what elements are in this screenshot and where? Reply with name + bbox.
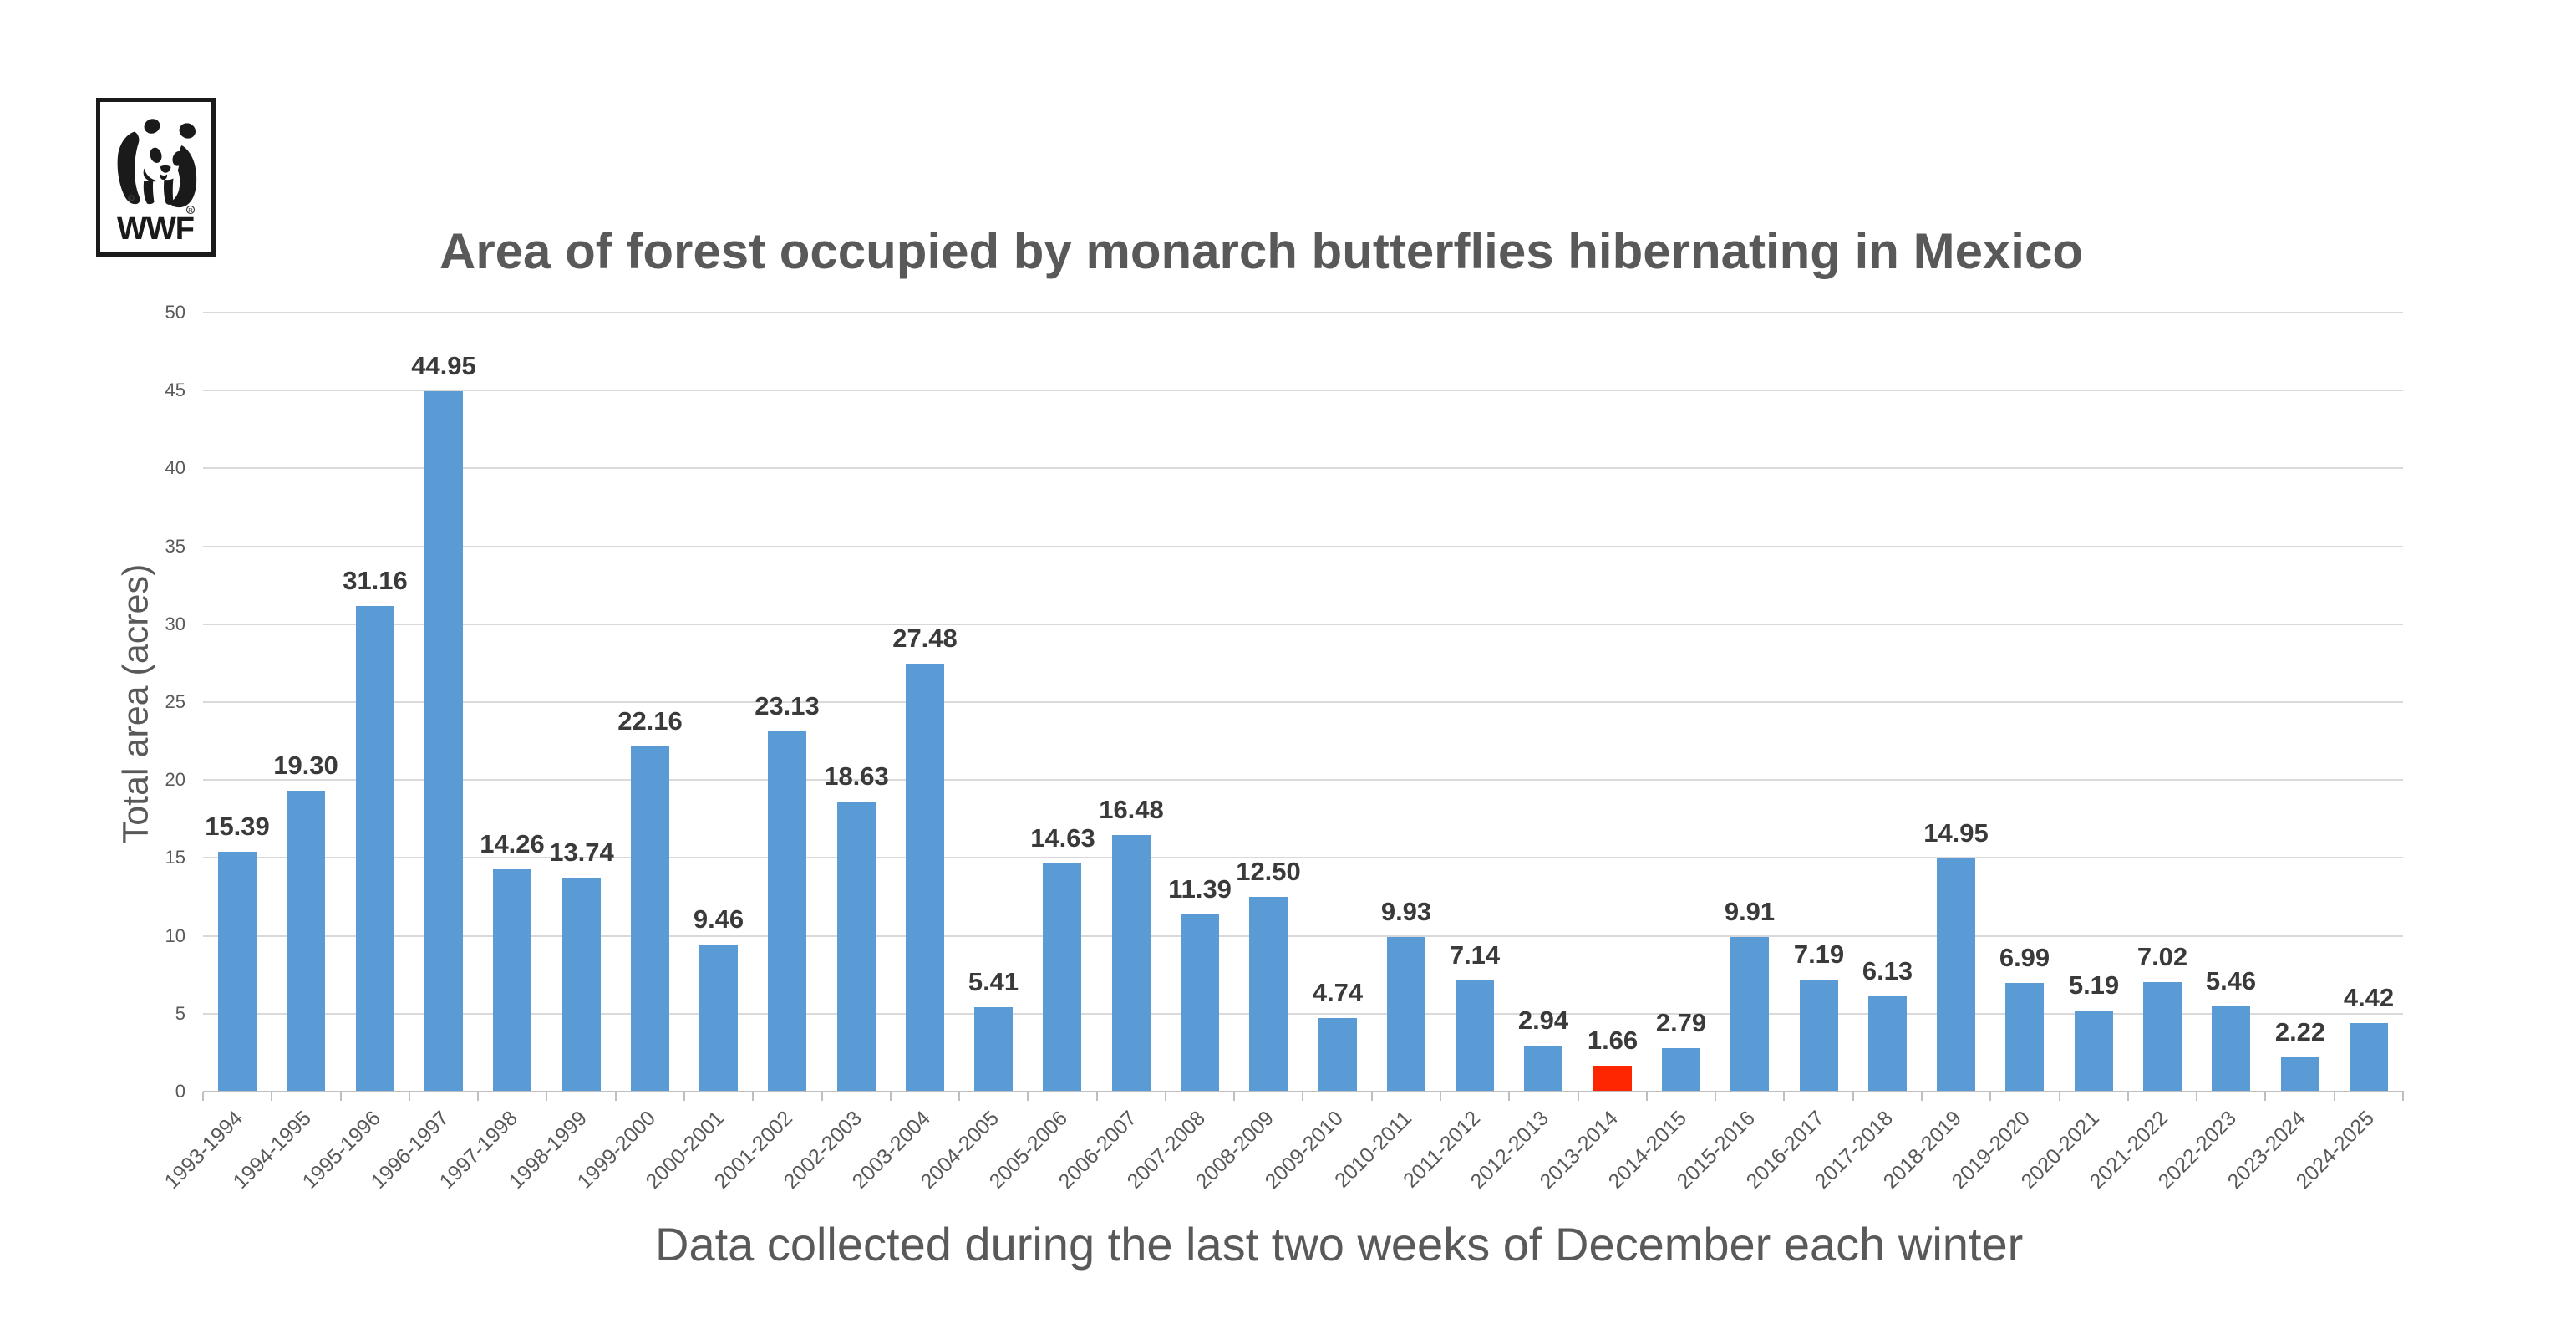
svg-text:R: R <box>188 206 193 214</box>
svg-text:WWF: WWF <box>117 211 194 247</box>
svg-text:c: c <box>130 196 133 201</box>
